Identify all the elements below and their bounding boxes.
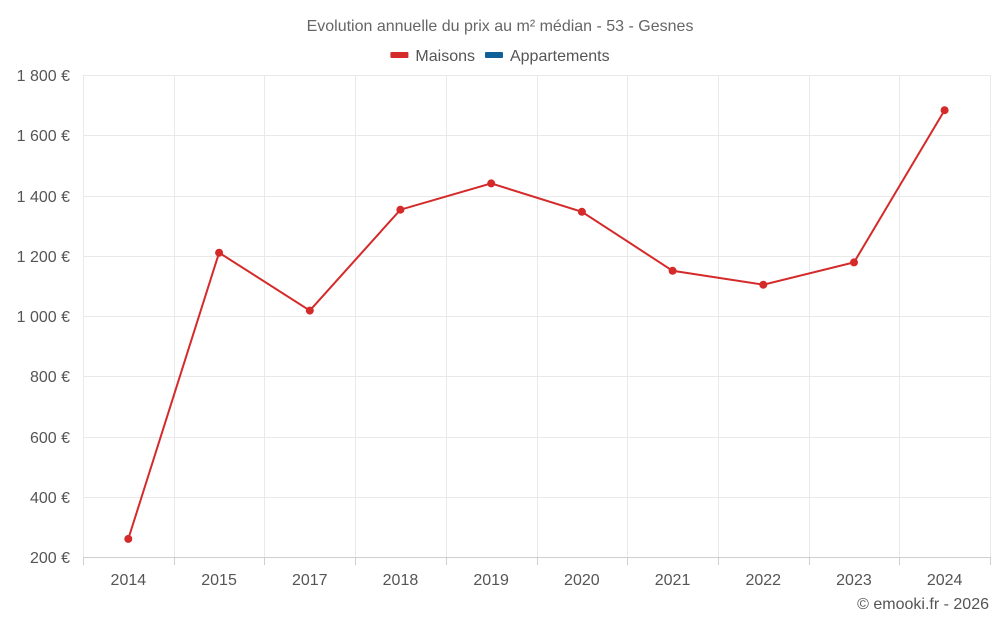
credit-text: © emooki.fr - 2026 bbox=[857, 596, 989, 613]
y-tick-label: 1 800 € bbox=[17, 68, 70, 85]
x-tick-label: 2021 bbox=[655, 572, 691, 589]
legend-item[interactable]: Appartements bbox=[484, 48, 610, 65]
legend-swatch bbox=[390, 52, 409, 58]
y-tick-label: 400 € bbox=[30, 490, 70, 507]
y-tick-label: 600 € bbox=[30, 430, 70, 447]
x-tick-label: 2018 bbox=[383, 572, 419, 589]
series bbox=[124, 106, 949, 543]
x-tick-label: 2023 bbox=[836, 572, 872, 589]
x-tick-label: 2019 bbox=[473, 572, 509, 589]
y-tick-label: 1 000 € bbox=[17, 309, 70, 326]
y-tick-label: 1 200 € bbox=[17, 249, 70, 266]
x-tick-label: 2017 bbox=[292, 572, 328, 589]
chart-title: Evolution annuelle du prix au m² médian … bbox=[307, 18, 694, 35]
data-point[interactable] bbox=[124, 534, 133, 543]
x-tick-label: 2024 bbox=[927, 572, 963, 589]
y-tick-label: 800 € bbox=[30, 369, 70, 386]
data-point[interactable] bbox=[215, 248, 224, 257]
x-tick-label: 2014 bbox=[111, 572, 147, 589]
data-point[interactable] bbox=[487, 179, 496, 188]
data-point[interactable] bbox=[577, 207, 586, 216]
y-tick-label: 1 400 € bbox=[17, 189, 70, 206]
axes: 200 € 400 € 600 € 800 € 1 000 € 1 200 € 1 400 … bbox=[17, 68, 991, 589]
grid bbox=[83, 75, 991, 557]
legend-label: Maisons bbox=[415, 48, 475, 65]
legend-label: Appartements bbox=[510, 48, 610, 65]
legend-item[interactable]: Maisons bbox=[390, 48, 475, 65]
x-tick-label: 2022 bbox=[745, 572, 781, 589]
legend: Maisons Appartements bbox=[390, 48, 610, 65]
data-point[interactable] bbox=[759, 280, 768, 289]
data-point[interactable] bbox=[396, 205, 405, 214]
y-tick-label: 1 600 € bbox=[17, 128, 70, 145]
data-point[interactable] bbox=[940, 106, 949, 115]
data-point[interactable] bbox=[305, 306, 314, 315]
x-tick-label: 2015 bbox=[201, 572, 237, 589]
x-tick-label: 2020 bbox=[564, 572, 600, 589]
data-point[interactable] bbox=[850, 258, 858, 267]
y-tick-label: 200 € bbox=[30, 550, 70, 567]
legend-swatch bbox=[484, 52, 503, 58]
series-line-maisons bbox=[127, 109, 946, 540]
data-point[interactable] bbox=[668, 266, 677, 275]
